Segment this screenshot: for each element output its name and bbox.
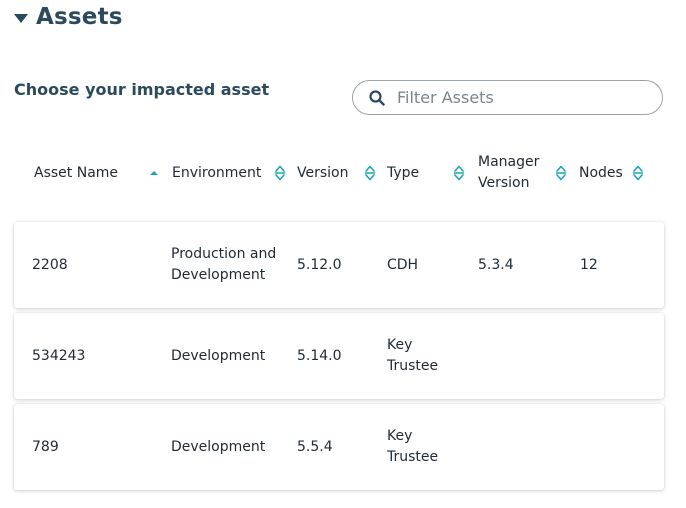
- nodes-cell: 12: [580, 256, 598, 273]
- environment-cell: Development: [171, 347, 266, 364]
- sort-both-icon[interactable]: [274, 164, 286, 182]
- sort-ascending-icon[interactable]: [148, 167, 160, 179]
- asset-row[interactable]: 534243 Development 5.14.0 Key Trustee: [14, 313, 664, 399]
- assets-section-toggle[interactable]: Assets: [14, 4, 123, 30]
- column-header-version[interactable]: Version: [297, 164, 349, 181]
- column-header-environment[interactable]: Environment: [172, 164, 262, 181]
- manager-version-cell: 5.3.4: [478, 256, 514, 273]
- sort-both-icon[interactable]: [555, 164, 567, 182]
- environment-cell: Production and Development: [171, 246, 277, 283]
- column-header-manager-version[interactable]: Manager Version: [478, 154, 540, 191]
- asset-row[interactable]: 2208 Production and Development 5.12.0 C…: [14, 222, 664, 308]
- column-header-asset-name[interactable]: Asset Name: [34, 164, 119, 181]
- column-header-nodes[interactable]: Nodes: [579, 164, 623, 181]
- column-header-type[interactable]: Type: [387, 164, 420, 181]
- filter-assets-field[interactable]: [352, 80, 663, 115]
- sort-both-icon[interactable]: [453, 164, 465, 182]
- table-header: Asset Name Environment Version Type Mana…: [14, 150, 664, 196]
- sort-both-icon[interactable]: [632, 164, 644, 182]
- asset-name-cell: 789: [32, 438, 59, 455]
- type-cell: Key Trustee: [387, 337, 439, 374]
- sort-both-icon[interactable]: [364, 164, 376, 182]
- version-cell: 5.12.0: [297, 256, 342, 273]
- type-cell: CDH: [387, 256, 419, 273]
- choose-asset-label: Choose your impacted asset: [14, 80, 270, 99]
- caret-down-icon: [14, 13, 28, 23]
- filter-assets-input[interactable]: [397, 88, 637, 107]
- environment-cell: Development: [171, 438, 266, 455]
- asset-row[interactable]: 789 Development 5.5.4 Key Trustee: [14, 404, 664, 490]
- type-cell: Key Trustee: [387, 428, 439, 465]
- section-title: Assets: [36, 4, 123, 30]
- asset-name-cell: 534243: [32, 347, 86, 364]
- asset-name-cell: 2208: [32, 256, 68, 273]
- version-cell: 5.14.0: [297, 347, 342, 364]
- search-icon: [369, 89, 385, 106]
- version-cell: 5.5.4: [297, 438, 333, 455]
